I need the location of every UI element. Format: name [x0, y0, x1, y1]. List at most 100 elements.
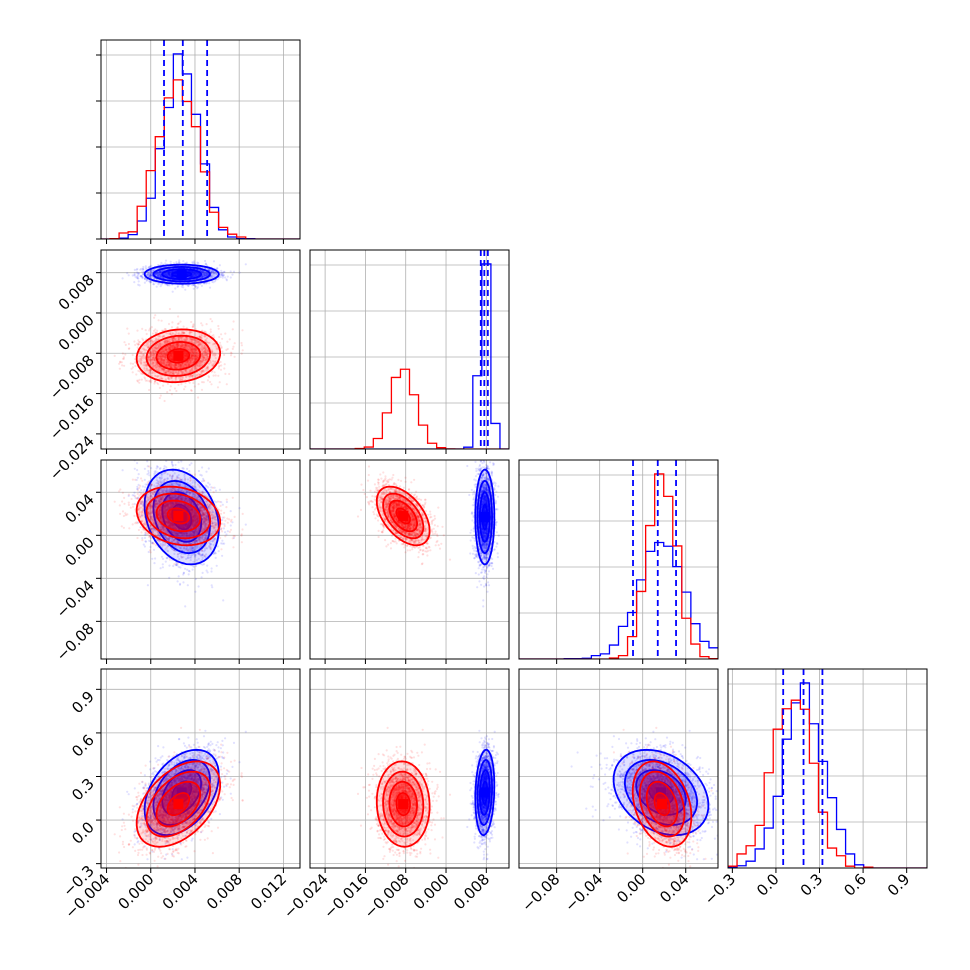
red-point: [137, 343, 140, 346]
red-point: [119, 361, 122, 364]
blue-point: [158, 270, 161, 274]
blue-point: [148, 474, 151, 477]
blue-point: [217, 550, 220, 553]
blue-point: [170, 275, 173, 278]
red-point: [158, 352, 161, 355]
blue-point: [221, 539, 224, 542]
blue-point: [197, 273, 200, 276]
blue-point: [136, 272, 139, 275]
red-point: [183, 388, 186, 391]
red-point: [218, 381, 221, 384]
blue-point: [151, 557, 154, 560]
red-point: [213, 342, 216, 345]
red-point: [220, 345, 223, 348]
red-point: [149, 352, 152, 355]
blue-point: [219, 273, 223, 276]
blue-point: [195, 274, 198, 277]
red-point: [192, 348, 195, 351]
red-point: [131, 362, 135, 365]
red-point: [154, 351, 157, 354]
red-point: [169, 362, 172, 365]
blue-point: [195, 273, 198, 276]
red-point: [150, 381, 153, 384]
red-point: [219, 368, 223, 371]
blue-point: [148, 280, 151, 283]
blue-point: [137, 277, 140, 280]
blue-point: [146, 274, 149, 277]
blue-point: [216, 278, 219, 281]
blue-point: [195, 272, 198, 275]
red-point: [142, 339, 145, 342]
blue-point: [170, 275, 173, 278]
blue-point: [192, 273, 195, 276]
blue-point: [153, 268, 156, 271]
blue-point: [160, 270, 163, 273]
blue-point: [190, 275, 193, 278]
blue-point: [172, 262, 175, 265]
blue-point: [139, 275, 142, 278]
red-point: [120, 361, 123, 364]
red-point: [160, 366, 163, 369]
red-point: [145, 332, 148, 336]
red-point: [213, 371, 216, 374]
red-point: [218, 335, 221, 339]
red-point: [171, 347, 174, 350]
blue-point: [222, 274, 225, 277]
red-point: [190, 389, 193, 392]
blue-point: [201, 271, 204, 274]
red-point: [171, 372, 174, 375]
blue-point: [177, 461, 180, 464]
blue-point: [213, 275, 216, 278]
red-point: [164, 353, 168, 356]
blue-point: [201, 275, 204, 279]
blue-point: [202, 272, 205, 275]
red-point: [228, 372, 231, 376]
red-point: [152, 329, 155, 332]
blue-point: [196, 286, 199, 289]
blue-point: [157, 283, 160, 286]
blue-point: [134, 276, 137, 279]
blue-point: [166, 273, 169, 276]
red-point: [174, 346, 177, 349]
red-point: [139, 340, 142, 344]
blue-point: [193, 271, 196, 274]
blue-point: [158, 271, 161, 274]
blue-point: [191, 273, 194, 276]
red-point: [154, 365, 157, 368]
blue-point: [194, 271, 197, 274]
red-point: [180, 342, 183, 345]
blue-point: [157, 274, 160, 277]
blue-point: [196, 273, 199, 276]
blue-point: [203, 272, 206, 275]
red-point: [191, 351, 194, 355]
blue-point: [210, 276, 214, 279]
blue-point: [154, 272, 157, 275]
blue-point: [137, 283, 140, 286]
red-point: [152, 366, 155, 369]
blue-point: [164, 262, 167, 265]
blue-point: [169, 273, 172, 276]
blue-point: [205, 278, 208, 281]
blue-point: [158, 275, 161, 278]
red-point: [149, 355, 152, 358]
blue-point: [137, 272, 140, 275]
red-point: [129, 362, 132, 365]
blue-point: [200, 284, 203, 287]
blue-point: [166, 272, 169, 275]
red-point: [173, 387, 177, 390]
blue-point: [221, 274, 224, 277]
red-point: [182, 338, 186, 341]
blue-point: [136, 277, 139, 280]
blue-point: [163, 273, 166, 276]
blue-point: [171, 290, 174, 293]
blue-point: [194, 273, 197, 277]
blue-point: [133, 272, 136, 275]
red-point: [151, 347, 154, 350]
blue-point: [159, 271, 162, 274]
red-point: [186, 337, 189, 340]
red-point: [133, 340, 136, 343]
blue-point: [167, 275, 170, 278]
blue-point: [210, 271, 213, 275]
blue-point: [208, 269, 211, 272]
blue-point: [160, 275, 163, 278]
